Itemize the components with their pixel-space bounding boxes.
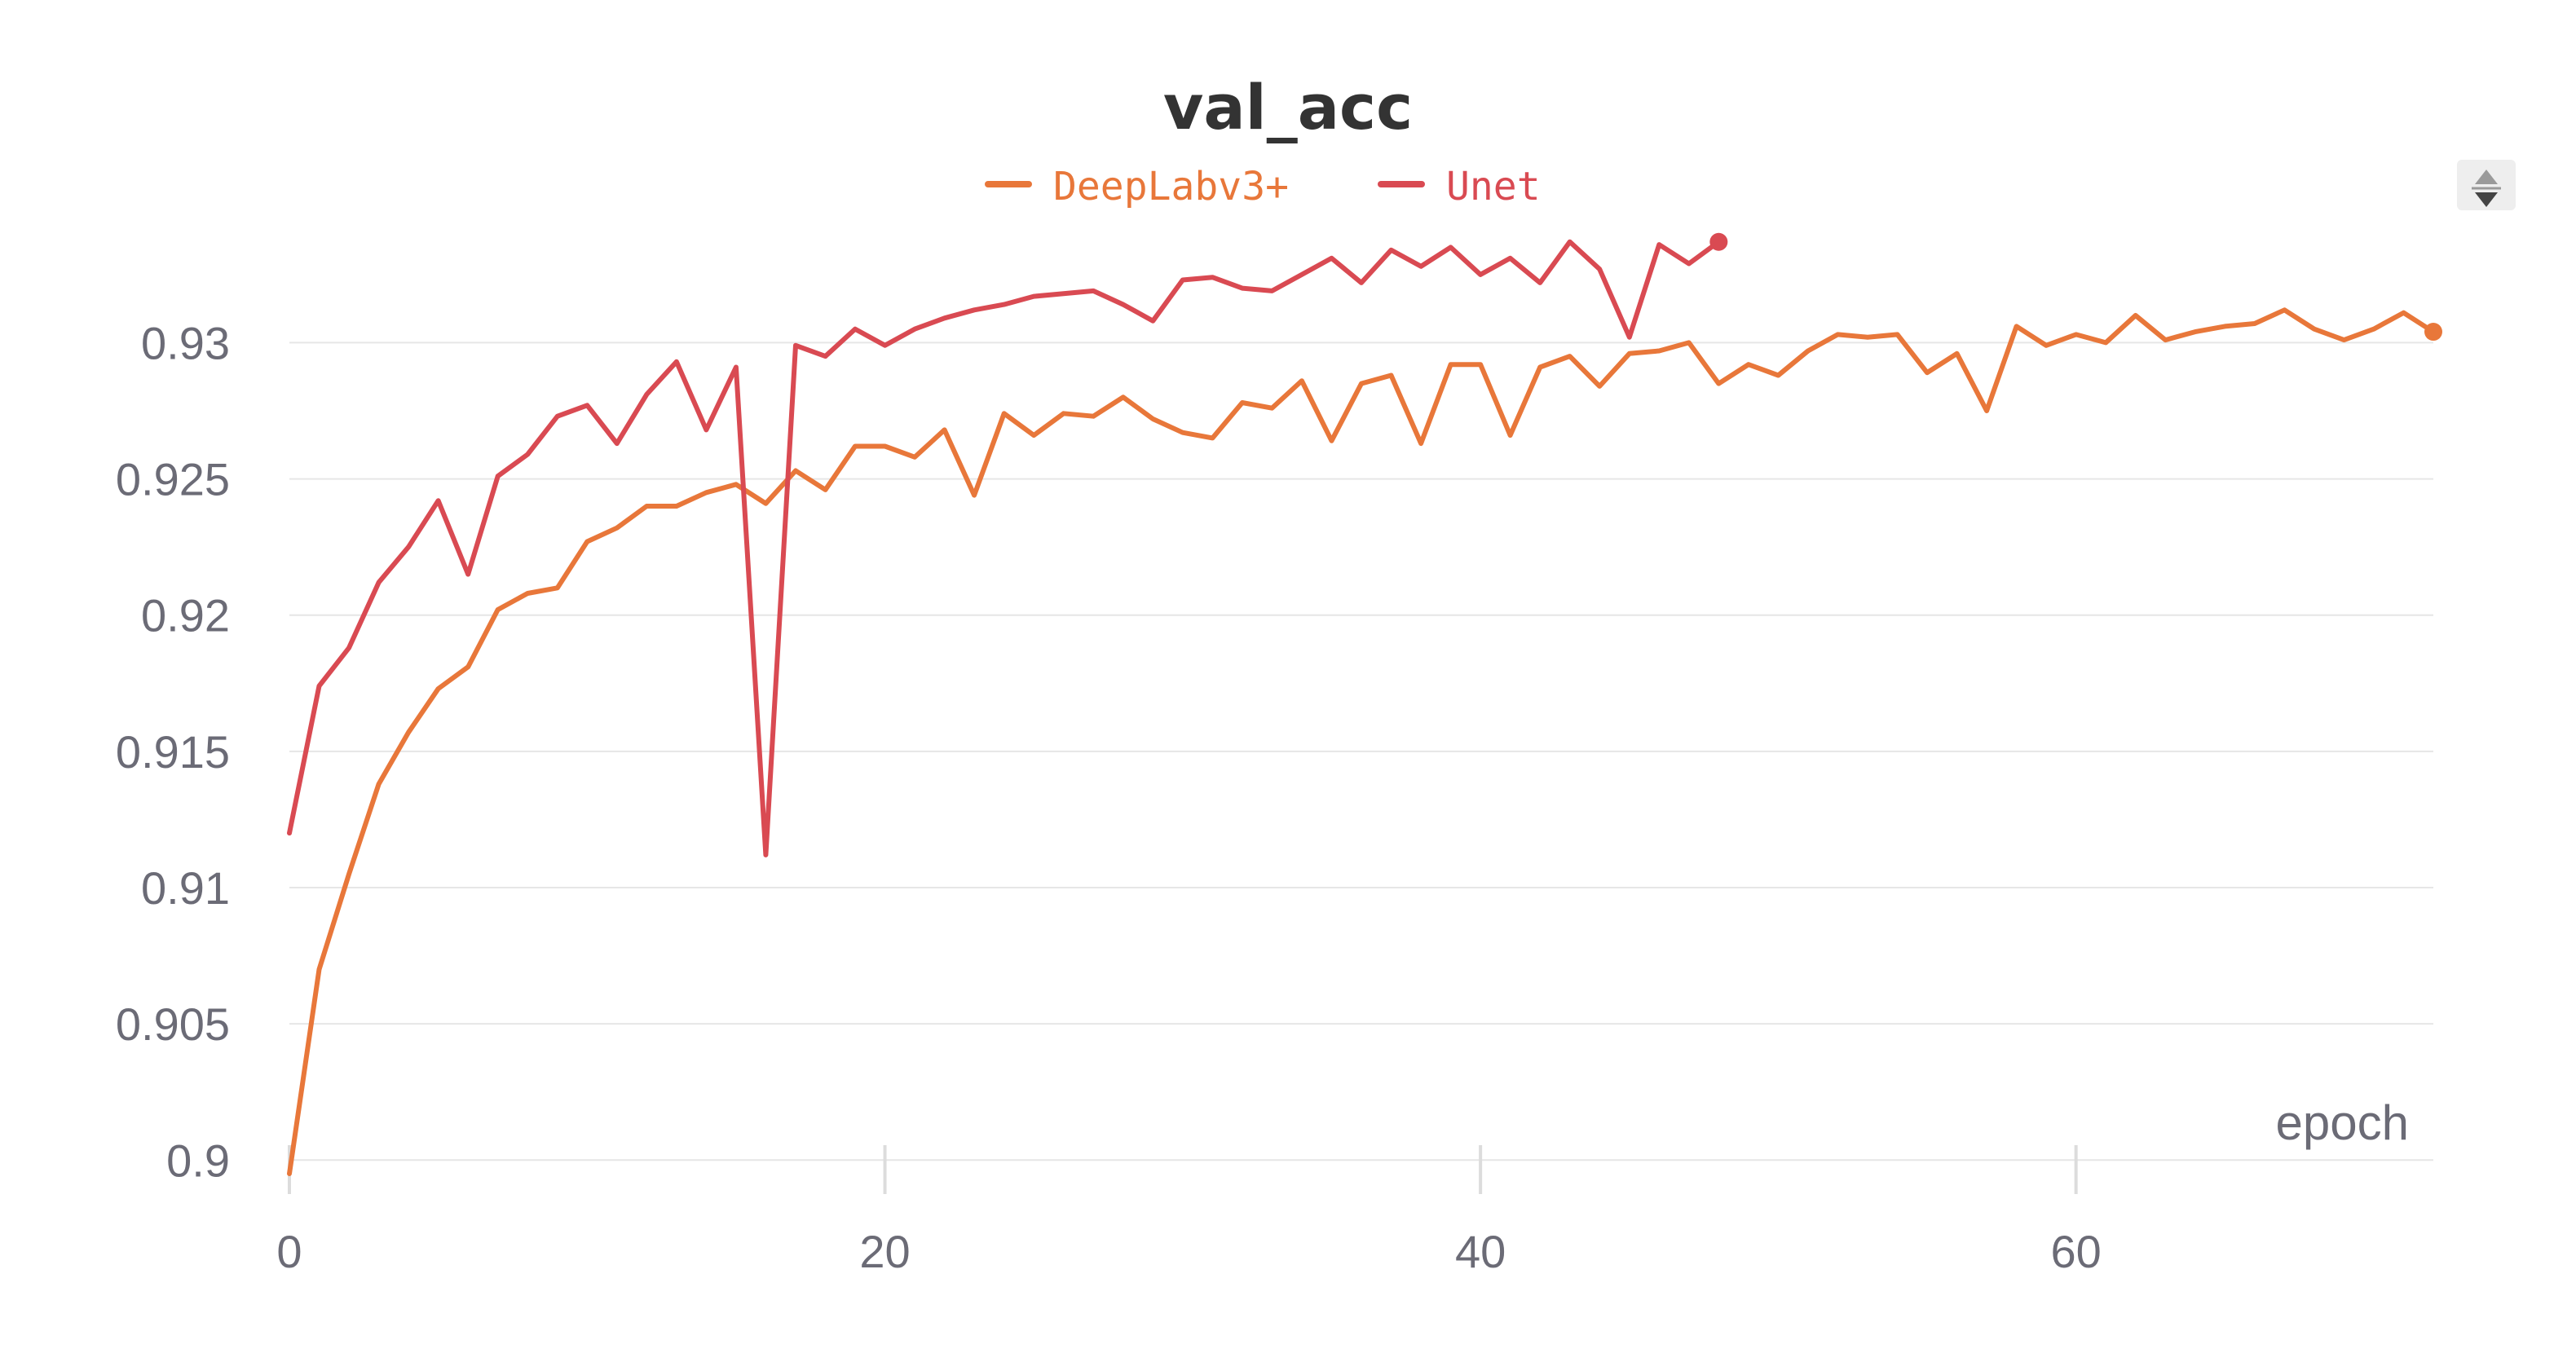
zoom-control-background: [2457, 160, 2516, 210]
y-tick-label: 0.915: [116, 726, 230, 778]
y-tick-label: 0.9: [166, 1135, 230, 1186]
series-line-deeplabv3: [287, 307, 2436, 1176]
series-endpoints: [1709, 232, 2442, 342]
legend: DeepLabv3+ Unet: [985, 164, 1541, 209]
y-tick-label: 0.925: [116, 454, 230, 505]
legend-item-deeplabv3[interactable]: DeepLabv3+: [985, 164, 1289, 209]
x-tick-label: 60: [2051, 1226, 2102, 1277]
series-points: [288, 240, 2435, 1175]
chart-title: val_acc: [1163, 71, 1413, 143]
x-tick-label: 40: [1455, 1226, 1506, 1277]
x-tick-label: 20: [859, 1226, 910, 1277]
x-axis-ticks: [288, 1145, 2078, 1194]
gridlines: [289, 342, 2433, 1161]
y-tick-label: 0.91: [141, 862, 230, 914]
zoom-control[interactable]: [2457, 160, 2516, 210]
y-tick-label: 0.92: [141, 590, 230, 641]
y-tick-label: 0.905: [116, 998, 230, 1050]
x-tick-label: 0: [276, 1226, 302, 1277]
legend-label-unet: Unet: [1446, 164, 1541, 209]
x-axis-tick-labels: 0 20 40 60: [276, 1226, 2101, 1277]
series-end-marker-deeplabv3: [2424, 323, 2442, 342]
x-axis-title: epoch: [2276, 1095, 2409, 1150]
y-tick-label: 0.93: [141, 317, 230, 368]
series-lines: [287, 239, 2436, 1176]
legend-label-deeplabv3: DeepLabv3+: [1053, 164, 1289, 209]
y-axis-tick-labels: 0.9 0.905 0.91 0.915 0.92 0.925 0.93: [116, 317, 230, 1186]
legend-item-unet[interactable]: Unet: [1378, 164, 1541, 209]
sort-updown-icon: [2472, 170, 2501, 207]
series-line-unet: [287, 239, 1722, 857]
series-end-marker-unet: [1709, 232, 1728, 251]
